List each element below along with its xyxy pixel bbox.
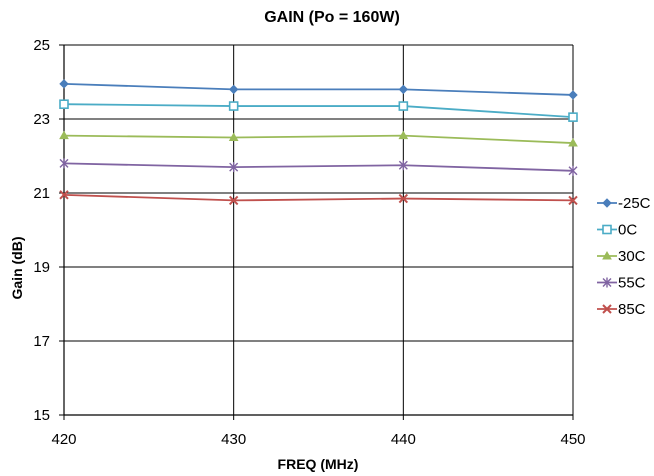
series-line (63, 82, 574, 96)
data-point (228, 84, 239, 95)
legend-item: 0C (597, 222, 637, 239)
x-tick-label: 450 (560, 431, 585, 448)
legend-label: 30C (618, 248, 646, 265)
legend-label: -25C (618, 195, 651, 212)
legend-marker (602, 198, 612, 208)
series-55C (59, 158, 578, 176)
data-point (568, 165, 578, 176)
data-point (568, 112, 578, 122)
y-tick-label: 19 (33, 259, 50, 276)
data-point (59, 190, 69, 200)
legend-label: 55C (618, 275, 646, 292)
data-point (59, 158, 69, 169)
x-tick-label: 420 (51, 431, 76, 448)
data-point (228, 132, 239, 141)
series--25C (59, 79, 578, 100)
y-tick-label: 17 (33, 333, 50, 350)
legend-item: 85C (597, 301, 646, 318)
data-point (59, 130, 69, 140)
chart-title: GAIN (Po = 160W) (264, 9, 400, 26)
data-point (59, 99, 69, 109)
legend-marker (602, 250, 612, 260)
y-tick-label: 21 (33, 185, 50, 202)
data-point (568, 138, 578, 147)
series-line (63, 134, 574, 144)
legend: -25C 0C 30C 55C 85C (597, 195, 651, 318)
series-line (63, 193, 574, 202)
legend-item: 30C (597, 248, 646, 265)
legend-label: 0C (618, 222, 637, 239)
legend-marker (602, 224, 612, 235)
y-tick-labels: 15 17 19 21 23 25 (33, 37, 50, 424)
data-point (398, 130, 409, 140)
y-axis-title: Gain (dB) (9, 237, 25, 300)
data-point (228, 195, 239, 206)
series-line (63, 162, 574, 172)
legend-marker (602, 304, 612, 314)
x-axis-title: FREQ (MHz) (278, 456, 359, 472)
x-tick-label: 430 (221, 431, 246, 448)
data-point (568, 90, 578, 100)
y-tick-label: 23 (33, 111, 50, 128)
data-point (59, 79, 69, 89)
data-point (398, 101, 409, 111)
data-point (398, 160, 408, 171)
data-point (398, 84, 409, 95)
legend-item: -25C (597, 195, 651, 212)
legend-marker (602, 277, 612, 288)
legend-label: 85C (618, 301, 646, 318)
data-point (228, 101, 239, 111)
series-85C (59, 190, 578, 206)
series-30C (59, 130, 578, 147)
series-layer (59, 79, 578, 206)
data-point (568, 195, 578, 206)
grid (59, 44, 574, 420)
x-tick-label: 440 (391, 431, 416, 448)
series-0C (59, 99, 578, 122)
legend-item: 55C (597, 275, 646, 292)
y-tick-label: 15 (33, 407, 50, 424)
y-tick-label: 25 (33, 37, 50, 54)
data-point (398, 193, 409, 204)
x-tick-labels: 420 430 440 450 (51, 431, 585, 448)
data-point (229, 162, 239, 173)
series-line (63, 103, 574, 119)
